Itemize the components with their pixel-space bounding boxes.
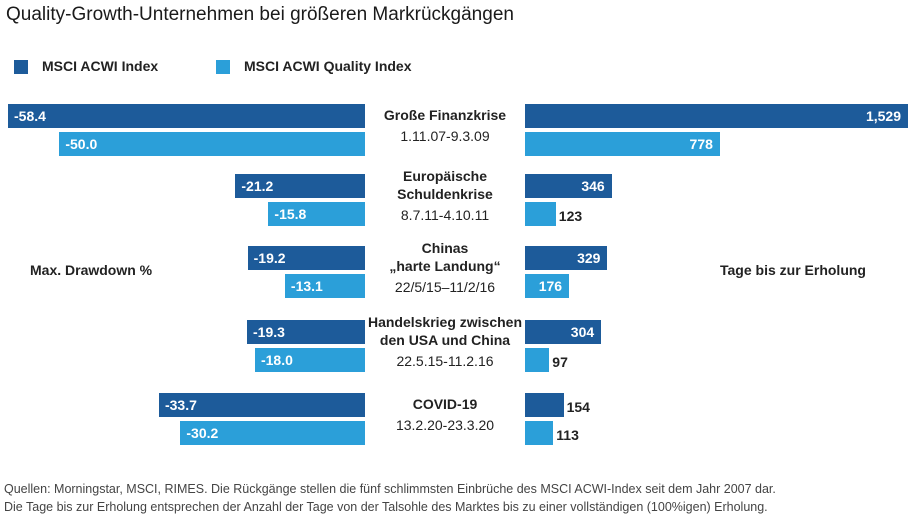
bar — [525, 274, 570, 298]
bar — [525, 104, 908, 128]
value-label: 176 — [538, 278, 563, 294]
value-label: -13.1 — [290, 278, 323, 294]
value-label: 123 — [558, 208, 583, 224]
value-label: 778 — [689, 136, 713, 152]
bar — [284, 274, 365, 298]
value-label: -21.2 — [241, 178, 274, 194]
bar — [525, 348, 550, 372]
source-note: Quellen: Morningstar, MSCI, RIMES. Die R… — [4, 482, 776, 496]
bar — [525, 246, 608, 270]
value-label: 329 — [577, 250, 601, 266]
bar — [268, 202, 365, 226]
chart-title: Quality-Growth-Unternehmen bei größeren … — [6, 4, 514, 25]
bar — [525, 320, 602, 344]
value-label: -19.2 — [253, 250, 286, 266]
category-dates: 13.2.20-23.3.20 — [395, 417, 495, 433]
bar — [247, 246, 365, 270]
bar — [525, 393, 564, 417]
category-dates: 1.11.07-9.3.09 — [400, 128, 490, 144]
legend-label: MSCI ACWI Index — [42, 58, 159, 74]
bar — [525, 202, 556, 226]
bar — [254, 348, 365, 372]
category-dates: 8.7.11-4.10.11 — [400, 207, 490, 223]
category-block: Europäische Schuldenkrise 8.7.11-4.10.11 — [345, 167, 545, 223]
category-label: Chinas „harte Landung“ — [389, 240, 501, 274]
bar — [525, 174, 612, 198]
axis-label: Max. Drawdown % — [30, 262, 153, 278]
legend-swatch — [14, 60, 28, 74]
value-label: 113 — [556, 427, 579, 443]
category-dates: 22/5/15–11/2/16 — [394, 279, 496, 295]
category-label: Handelskrieg zwischen den USA und China — [367, 314, 523, 348]
category-label: Europäische Schuldenkrise — [397, 168, 493, 202]
legend-label: MSCI ACWI Quality Index — [244, 58, 412, 74]
value-label: 154 — [566, 399, 590, 415]
value-label: 97 — [552, 354, 568, 370]
category-block: Handelskrieg zwischen den USA und China 2… — [345, 313, 545, 369]
bar — [8, 104, 365, 128]
bar — [235, 174, 365, 198]
legend-swatch — [216, 60, 230, 74]
bar — [525, 132, 720, 156]
axis-label: Tage bis zur Erholung — [720, 262, 866, 278]
value-label: -18.0 — [260, 352, 293, 368]
value-label: -15.8 — [274, 206, 307, 222]
category-block: COVID-19 13.2.20-23.3.20 — [345, 395, 545, 433]
value-label: -58.4 — [14, 108, 46, 124]
value-label: -50.0 — [65, 136, 98, 152]
value-label: -30.2 — [186, 425, 219, 441]
category-block: Große Finanzkrise 1.11.07-9.3.09 — [345, 106, 545, 144]
value-label: 346 — [581, 178, 605, 194]
bar — [158, 393, 365, 417]
category-block: Chinas „harte Landung“ 22/5/15–11/2/16 — [345, 239, 545, 295]
value-label: -19.3 — [253, 324, 285, 340]
category-label: COVID-19 — [412, 396, 478, 412]
bar — [247, 320, 365, 344]
bar — [525, 421, 554, 445]
bar — [180, 421, 365, 445]
bar — [59, 132, 365, 156]
category-dates: 22.5.15-11.2.16 — [396, 353, 494, 369]
value-label: -33.7 — [164, 397, 197, 413]
source-note: Die Tage bis zur Erholung entsprechen de… — [4, 500, 768, 514]
value-label: 1,529 — [865, 108, 901, 124]
category-label: Große Finanzkrise — [383, 107, 507, 123]
value-label: 304 — [570, 324, 595, 340]
